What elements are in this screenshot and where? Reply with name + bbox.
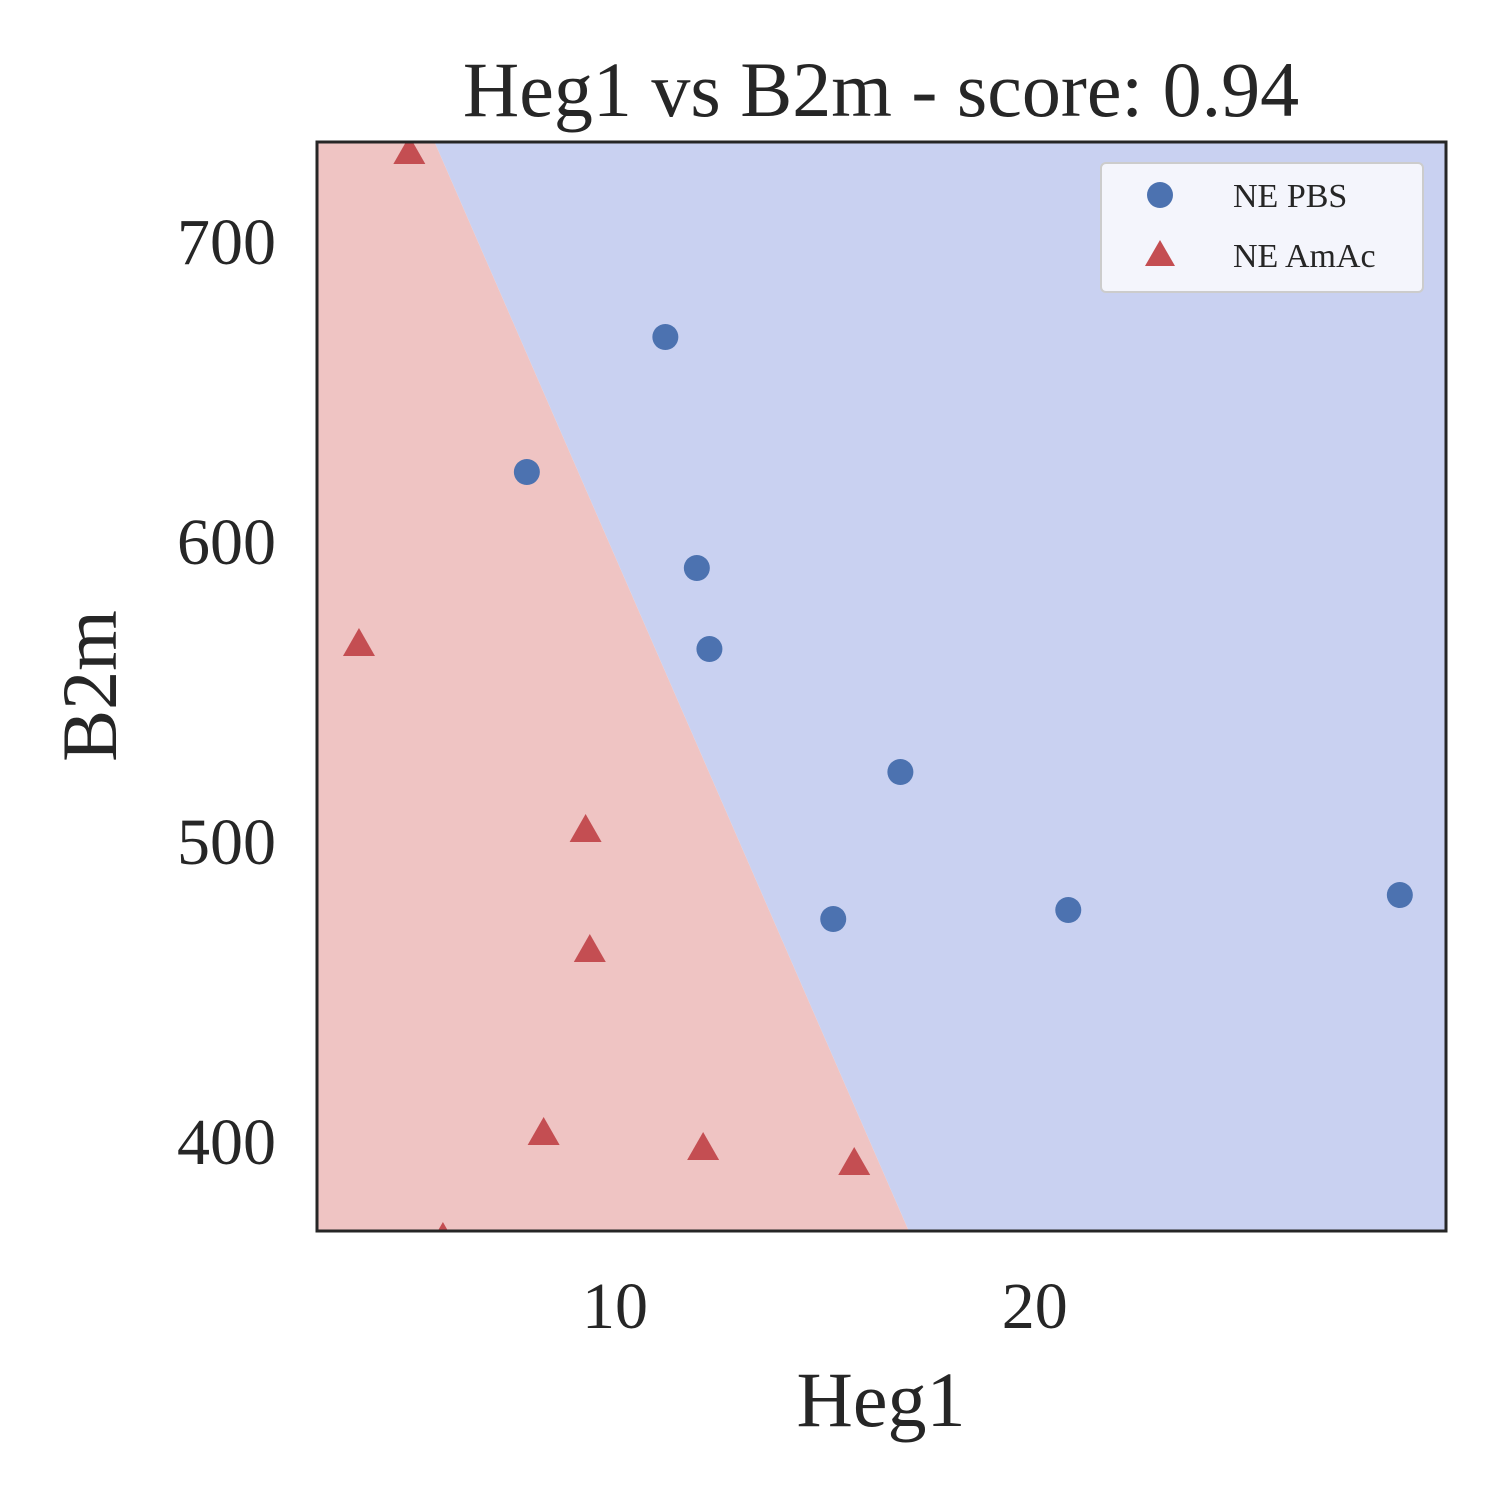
data-point-ne-pbs-1 (513, 459, 540, 485)
data-point-ne-pbs-6 (1055, 897, 1082, 923)
data-point-ne-amac-3 (573, 934, 606, 962)
legend-box (1100, 162, 1424, 293)
data-point-ne-amac-0 (393, 142, 426, 164)
x-tick-label: 20 (1002, 1270, 1068, 1343)
y-axis-label: B2m (46, 610, 133, 762)
x-axis-label: Heg1 (797, 1356, 966, 1443)
data-point-ne-pbs-3 (696, 636, 723, 662)
chart-title: Heg1 vs B2m - score: 0.94 (463, 46, 1299, 133)
plot-area (317, 142, 1446, 1231)
plot-frame (315, 140, 1448, 1233)
data-point-ne-amac-5 (687, 1132, 720, 1160)
legend-marker-ne-pbs (1147, 182, 1173, 208)
data-point-ne-pbs-2 (683, 555, 710, 581)
data-point-ne-amac-2 (569, 814, 602, 842)
data-points (342, 142, 1413, 1231)
data-point-ne-amac-6 (838, 1147, 871, 1175)
y-tick-label: 400 (177, 1106, 276, 1179)
y-axis-ticks: 400 500 600 700 (177, 206, 276, 1179)
data-point-ne-pbs-5 (820, 906, 847, 932)
data-point-ne-amac-7 (437, 1222, 449, 1231)
legend: NE PBS NE AmAc (1100, 162, 1424, 293)
data-point-ne-pbs-0 (652, 324, 679, 350)
decision-region-ne-pbs (434, 142, 1446, 1231)
y-tick-label: 600 (177, 506, 276, 579)
y-tick-label: 700 (177, 206, 276, 279)
legend-label-ne-amac: NE AmAc (1233, 238, 1376, 275)
x-axis-ticks: 10 20 (582, 1270, 1068, 1343)
legend-marker-ne-amac (1145, 240, 1175, 266)
x-tick-label: 10 (582, 1270, 648, 1343)
y-tick-label: 500 (177, 806, 276, 879)
data-point-ne-pbs-7 (1386, 882, 1413, 908)
decision-region-ne-amac (317, 142, 909, 1231)
data-point-ne-amac-4 (527, 1117, 560, 1145)
data-point-ne-pbs-4 (887, 759, 914, 785)
legend-label-ne-pbs: NE PBS (1233, 178, 1347, 215)
data-point-ne-amac-1 (342, 628, 375, 656)
